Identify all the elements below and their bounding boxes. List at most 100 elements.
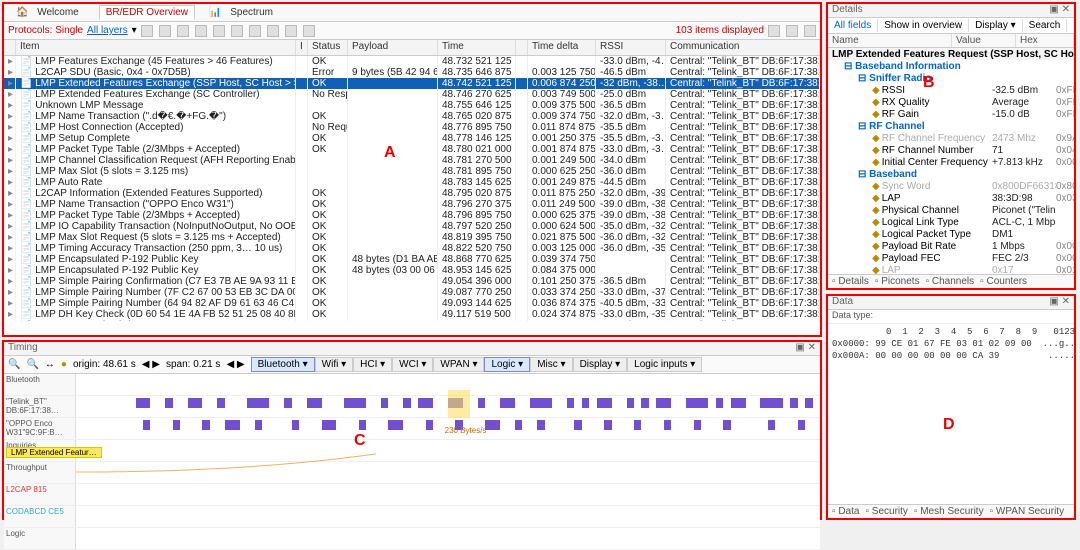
table-row[interactable]: ▸📄 LMP Features Exchange (45 Features > … (4, 56, 820, 67)
tree-node[interactable]: ◆RF Gain-15.0 dB0xFFFFFFF1 (828, 108, 1074, 120)
table-row[interactable]: ▸📄 Unknown LMP Message48.755 646 1250.00… (4, 100, 820, 111)
filter-logic[interactable]: Logic ▾ (484, 357, 530, 372)
tool-btn[interactable] (141, 25, 153, 37)
timing-lane[interactable]: L2CAP 815 (4, 484, 820, 506)
tree-node[interactable]: ⊟ RF Channel (828, 120, 1074, 132)
table-row[interactable]: ▸📄 LMP Setup CompleteOK48.778 146 1250.0… (4, 133, 820, 144)
timing-lane[interactable]: CODABCD CE5 (4, 506, 820, 528)
filter-logic inputs[interactable]: Logic inputs ▾ (627, 357, 702, 372)
col-timedelta[interactable]: Time delta (528, 40, 596, 55)
data-btab[interactable]: ▫ Mesh Security (914, 506, 984, 517)
protocols-label[interactable]: Protocols: Single (8, 25, 83, 36)
details-btab[interactable]: ▫ Details (832, 276, 869, 287)
col-comm[interactable]: Communication (666, 40, 820, 55)
details-root[interactable]: LMP Extended Features Request (SSP Host,… (828, 48, 1074, 60)
col-idx[interactable]: I (296, 40, 308, 55)
layers-link[interactable]: All layers (87, 25, 128, 36)
tool-btn[interactable] (303, 25, 315, 37)
table-row[interactable]: ▸📄 LMP Max Slot (5 slots = 3.125 ms)48.7… (4, 166, 820, 177)
col-time[interactable]: Time (438, 40, 516, 55)
tool-btn[interactable] (249, 25, 261, 37)
tree-node[interactable]: ◆Sync Word0x800DF66318A925CE0x800DF6631 (828, 180, 1074, 192)
tool-btn[interactable] (231, 25, 243, 37)
tree-node[interactable]: ◆Logical Packet TypeDM1 (828, 228, 1074, 240)
filter-bluetooth[interactable]: Bluetooth ▾ (251, 357, 315, 372)
table-row[interactable]: ▸📄 LMP Extended Features Exchange (SC Co… (4, 89, 820, 100)
table-row[interactable]: ▸📄 L2CAP SDU (Basic, 0x4 - 0x7D5B)Error9… (4, 67, 820, 78)
col-item[interactable]: Item (16, 40, 296, 55)
tree-node[interactable]: ◆Logical Link TypeACL-C, 1 Mbps (828, 216, 1074, 228)
tree-node[interactable]: ◆Physical ChannelPiconet ("Telink_BT" DB… (828, 204, 1074, 216)
filter-hci[interactable]: HCI ▾ (353, 357, 392, 372)
tree-node[interactable]: ◆Initial Center Frequency …+7.813 kHz0x0… (828, 156, 1074, 168)
filter-wci[interactable]: WCI ▾ (392, 357, 433, 372)
tree-node[interactable]: ◆RF Channel Frequency2473 Mhz0x9A9 (828, 132, 1074, 144)
table-row[interactable]: ▸📄 LMP Timing Accuracy Transaction (250 … (4, 243, 820, 254)
filter-wifi[interactable]: Wifi ▾ (315, 357, 353, 372)
tab-overview[interactable]: BR/EDR Overview (99, 5, 195, 20)
details-tab[interactable]: Display ▾ (969, 19, 1023, 32)
tree-node[interactable]: ◆LAP0x170x017 (828, 264, 1074, 274)
table-row[interactable]: ▸📄 LMP Channel Classification Request (A… (4, 155, 820, 166)
ruler-tag[interactable]: LMP Extended Featur… (6, 447, 102, 458)
table-row[interactable]: ▸📄 LMP Simple Pairing Number (64 94 82 A… (4, 298, 820, 309)
timing-lanes[interactable]: Bluetooth"Telink_BT" DB:6F:17:38…"OPPO E… (4, 374, 820, 494)
tool-btn[interactable] (213, 25, 225, 37)
table-row[interactable]: ▸📄 LMP Max Slot Request (5 slots = 3.125… (4, 232, 820, 243)
tree-node[interactable]: ◆LAP38:3D:980x0383D98 (828, 192, 1074, 204)
table-row[interactable]: ▸📄 LMP Simple Pairing Confirmation (C7 E… (4, 276, 820, 287)
table-row[interactable]: ▸📄 LMP Packet Type Table (2/3Mbps + Acce… (4, 144, 820, 155)
details-tree[interactable]: LMP Extended Features Request (SSP Host,… (828, 48, 1074, 274)
filter-display[interactable]: Display ▾ (573, 357, 628, 372)
tool-btn[interactable] (267, 25, 279, 37)
details-btab[interactable]: ▫ Channels (926, 276, 975, 287)
table-row[interactable]: ▸📄 LMP Name Transaction ("OPPO Enco W31"… (4, 199, 820, 210)
filter-misc[interactable]: Misc ▾ (530, 357, 572, 372)
tree-node[interactable]: ⊟ Baseband (828, 168, 1074, 180)
data-btab[interactable]: ▫ Security (865, 506, 907, 517)
details-tab[interactable]: Search (1023, 19, 1068, 32)
tool-btn[interactable] (786, 25, 798, 37)
tool-btn[interactable] (804, 25, 816, 37)
details-tab[interactable]: All fields (828, 19, 878, 32)
filter-wpan[interactable]: WPAN ▾ (433, 357, 484, 372)
details-btab[interactable]: ▫ Piconets (875, 276, 920, 287)
timing-lane[interactable]: Logic (4, 528, 820, 550)
hex-dump[interactable]: 0 1 2 3 4 5 6 7 8 9 0123456789 0x0000: 9… (828, 324, 1074, 364)
table-row[interactable]: ▸📄 LMP Packet Type Table (2/3Mbps + Acce… (4, 210, 820, 221)
tree-node[interactable]: ◆Payload Bit Rate1 Mbps0x001 (828, 240, 1074, 252)
tree-node[interactable]: ◆RSSI-32.5 dBm0xFFFFFFE0 (828, 84, 1074, 96)
table-row[interactable]: ▸📄 LMP Encapsulated P-192 Public KeyOK48… (4, 254, 820, 265)
table-row[interactable]: ▸📄 LMP DH Key Check (BC 26 2F E9 A8 F3 B… (4, 320, 820, 321)
table-row[interactable]: ▸📄 LMP Auto Rate48.783 145 6250.001 249 … (4, 177, 820, 188)
table-row[interactable]: ▸📄 LMP Host Connection (Accepted)No Requ… (4, 122, 820, 133)
table-row[interactable]: ▸📄 LMP IO Capability Transaction (NoInpu… (4, 221, 820, 232)
tree-node[interactable]: ⊟ Baseband Information (828, 60, 1074, 72)
timing-lane[interactable]: "Telink_BT" DB:6F:17:38… (4, 396, 820, 418)
tree-node[interactable]: ⊟ Sniffer Radio (828, 72, 1074, 84)
packet-rows[interactable]: ▸📄 LMP Features Exchange (45 Features > … (4, 56, 820, 321)
col-payload[interactable]: Payload (348, 40, 438, 55)
details-tab[interactable]: Show in overview (878, 19, 969, 32)
table-row[interactable]: ▸📄 L2CAP Information (Extended Features … (4, 188, 820, 199)
table-row[interactable]: ▸📄 LMP Extended Features Exchange (SSP H… (4, 78, 820, 89)
tree-node[interactable]: ◆RX QualityAverage0xFFE0 (828, 96, 1074, 108)
tool-btn[interactable] (177, 25, 189, 37)
tree-node[interactable]: ◆Payload FECFEC 2/30x002 (828, 252, 1074, 264)
details-btab[interactable]: ▫ Counters (980, 276, 1027, 287)
table-row[interactable]: ▸📄 LMP DH Key Check (0D 60 54 1E 4A FB 5… (4, 309, 820, 320)
tab-spectrum[interactable]: 📊 Spectrum (203, 6, 285, 19)
data-btab[interactable]: ▫ WPAN Security (990, 506, 1064, 517)
data-btab[interactable]: ▫ Data (832, 506, 859, 517)
tool-btn[interactable] (768, 25, 780, 37)
col-status[interactable]: Status (308, 40, 348, 55)
timing-lane[interactable]: Bluetooth (4, 374, 820, 396)
tool-btn[interactable] (285, 25, 297, 37)
table-row[interactable]: ▸📄 LMP Simple Pairing Number (7F C2 67 0… (4, 287, 820, 298)
table-row[interactable]: ▸📄 LMP Encapsulated P-192 Public KeyOK48… (4, 265, 820, 276)
table-row[interactable]: ▸📄 LMP Name Transaction (".d�€.�+FG.�")O… (4, 111, 820, 122)
tree-node[interactable]: ◆RF Channel Number710x047 (828, 144, 1074, 156)
tool-btn[interactable] (195, 25, 207, 37)
col-rssi[interactable]: RSSI (596, 40, 666, 55)
tool-btn[interactable] (159, 25, 171, 37)
